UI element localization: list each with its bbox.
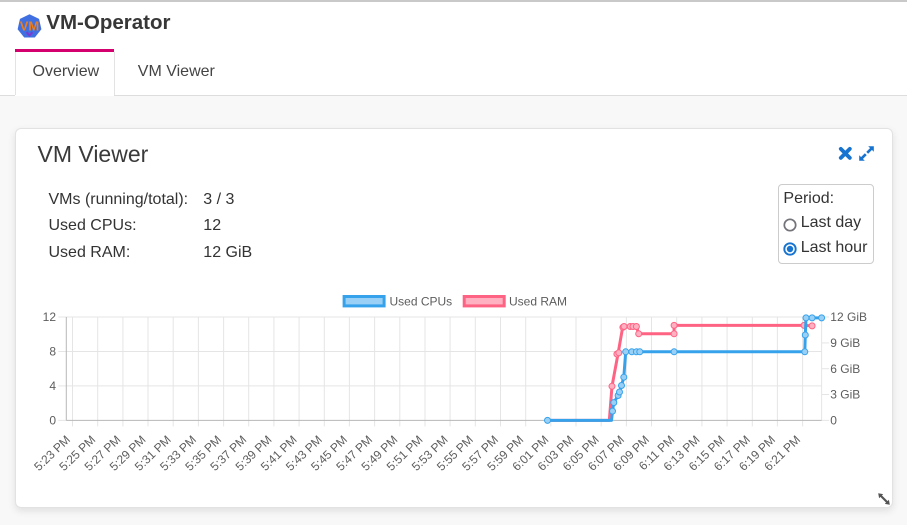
svg-text:Used RAM: Used RAM — [509, 295, 567, 309]
svg-text:12 GiB: 12 GiB — [830, 310, 867, 324]
svg-text:8: 8 — [49, 345, 56, 359]
svg-text:0: 0 — [830, 414, 837, 428]
svg-text:0: 0 — [49, 414, 56, 428]
svg-text:6 GiB: 6 GiB — [830, 362, 860, 376]
svg-text:9 GiB: 9 GiB — [830, 336, 860, 350]
svg-text:Used CPUs: Used CPUs — [390, 295, 453, 309]
svg-text:3 GiB: 3 GiB — [830, 388, 860, 402]
svg-text:4: 4 — [49, 379, 56, 393]
svg-text:VM: VM — [20, 19, 40, 34]
svg-text:12: 12 — [43, 310, 57, 324]
